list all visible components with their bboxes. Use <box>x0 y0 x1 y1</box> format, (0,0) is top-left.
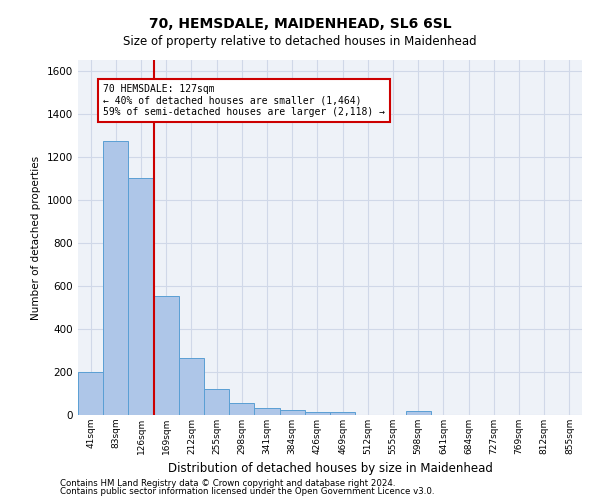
Text: 70, HEMSDALE, MAIDENHEAD, SL6 6SL: 70, HEMSDALE, MAIDENHEAD, SL6 6SL <box>149 18 451 32</box>
Bar <box>179 358 204 415</box>
Bar <box>280 410 305 415</box>
Y-axis label: Number of detached properties: Number of detached properties <box>31 156 41 320</box>
Text: Contains public sector information licensed under the Open Government Licence v3: Contains public sector information licen… <box>60 487 434 496</box>
Bar <box>305 412 330 415</box>
Bar <box>254 408 280 415</box>
Bar <box>229 403 254 415</box>
Text: 70 HEMSDALE: 127sqm
← 40% of detached houses are smaller (1,464)
59% of semi-det: 70 HEMSDALE: 127sqm ← 40% of detached ho… <box>103 84 385 117</box>
X-axis label: Distribution of detached houses by size in Maidenhead: Distribution of detached houses by size … <box>167 462 493 475</box>
Text: Contains HM Land Registry data © Crown copyright and database right 2024.: Contains HM Land Registry data © Crown c… <box>60 478 395 488</box>
Bar <box>78 372 103 415</box>
Bar <box>330 412 355 415</box>
Bar <box>103 140 128 415</box>
Bar <box>128 178 154 415</box>
Bar <box>204 389 229 415</box>
Bar <box>406 411 431 415</box>
Text: Size of property relative to detached houses in Maidenhead: Size of property relative to detached ho… <box>123 35 477 48</box>
Bar <box>154 296 179 415</box>
